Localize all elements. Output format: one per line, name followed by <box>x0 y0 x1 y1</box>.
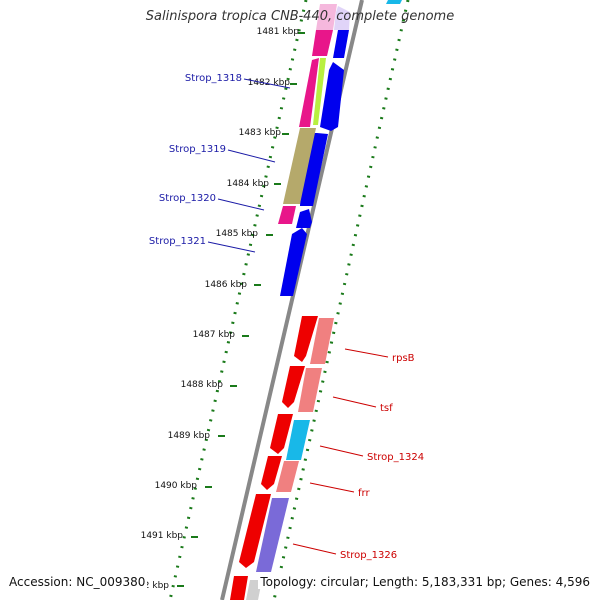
callout-line <box>207 241 256 253</box>
callout-line <box>309 482 355 493</box>
gene-feature[interactable] <box>316 4 337 30</box>
reverse-strand-genes <box>230 316 334 600</box>
gene-feature[interactable] <box>298 368 322 412</box>
gene-feature[interactable] <box>286 420 310 460</box>
ruler-ticks <box>177 32 305 587</box>
ruler-tick-label: 1484 kbp <box>227 179 270 189</box>
ruler-tick-label: 1486 kbp <box>205 280 248 290</box>
gene-label-frr[interactable]: frr <box>358 488 370 499</box>
gene-label-strop-1326[interactable]: Strop_1326 <box>340 550 397 561</box>
ruler-tick-label: 1481 kbp <box>257 27 300 37</box>
callout-line <box>332 396 377 408</box>
gene-label-strop-1324[interactable]: Strop_1324 <box>367 452 424 463</box>
ruler-tick-label: 1485 kbp <box>216 229 259 239</box>
gene-label-rpsb[interactable]: rpsB <box>392 353 415 364</box>
gene-feature[interactable] <box>312 30 333 56</box>
gene-feature[interactable] <box>283 128 316 204</box>
gene-feature[interactable] <box>278 206 296 224</box>
callout-line <box>292 543 337 555</box>
genome-summary: Topology: circular; Length: 5,183,331 bp… <box>258 575 590 589</box>
gene-feature[interactable] <box>313 58 326 125</box>
gene-feature[interactable] <box>230 576 248 600</box>
ruler-tick-label: 1483 kbp <box>239 128 282 138</box>
ruler-tick-label: 1490 kbp <box>155 481 198 491</box>
gene-feature[interactable] <box>280 228 307 296</box>
left-gene-labels: Strop_1318 Strop_1319 Strop_1320 Strop_1… <box>149 73 242 247</box>
gene-feature[interactable] <box>296 209 312 228</box>
callout-line <box>227 149 276 163</box>
forward-strand-genes <box>280 6 350 296</box>
ruler-tick-label: 1491 kbp <box>141 531 184 541</box>
right-gene-callouts <box>292 348 389 555</box>
left-gene-callouts <box>207 78 291 253</box>
gene-feature[interactable] <box>299 58 319 127</box>
gene-label-strop-1320[interactable]: Strop_1320 <box>159 193 216 204</box>
gene-feature[interactable] <box>320 62 344 131</box>
ruler-tick-label: 1489 kbp <box>168 431 211 441</box>
ruler-tick-label: 1487 kbp <box>193 330 236 340</box>
callout-line <box>217 198 265 211</box>
callout-line <box>344 348 389 358</box>
map-title: Salinispora tropica CNB-440, complete ge… <box>145 9 455 24</box>
gene-feature[interactable] <box>276 461 299 492</box>
gene-feature[interactable] <box>261 456 282 490</box>
right-gene-labels: rpsB tsf Strop_1324 frr Strop_1326 <box>340 353 424 561</box>
gene-feature[interactable] <box>246 580 262 600</box>
gene-feature[interactable] <box>239 494 271 568</box>
gene-label-strop-1318[interactable]: Strop_1318 <box>185 73 242 84</box>
gene-feature-top-right[interactable] <box>386 0 402 4</box>
accession-label: Accession: NC_009380 <box>9 575 148 589</box>
gene-feature[interactable] <box>310 318 334 364</box>
gene-label-tsf[interactable]: tsf <box>380 403 393 414</box>
callout-line <box>243 78 291 89</box>
ruler-tick-label: 1488 kbp <box>181 380 224 390</box>
gene-feature[interactable] <box>282 366 305 408</box>
gene-feature[interactable] <box>334 6 350 30</box>
gene-label-strop-1321[interactable]: Strop_1321 <box>149 236 206 247</box>
gene-feature[interactable] <box>333 30 349 58</box>
callout-line <box>319 445 364 457</box>
gene-label-strop-1319[interactable]: Strop_1319 <box>169 144 226 155</box>
ruler-tick-label: 1482 kbp <box>248 78 291 88</box>
gene-feature[interactable] <box>294 316 318 362</box>
gene-feature[interactable] <box>270 414 293 454</box>
ruler-tick-label: 2 kbp <box>144 581 170 591</box>
left-inner-track <box>278 4 337 224</box>
gene-feature[interactable] <box>256 498 289 572</box>
ruler-tick-labels: 1481 kbp 1482 kbp 1483 kbp 1484 kbp 1485… <box>141 27 300 591</box>
